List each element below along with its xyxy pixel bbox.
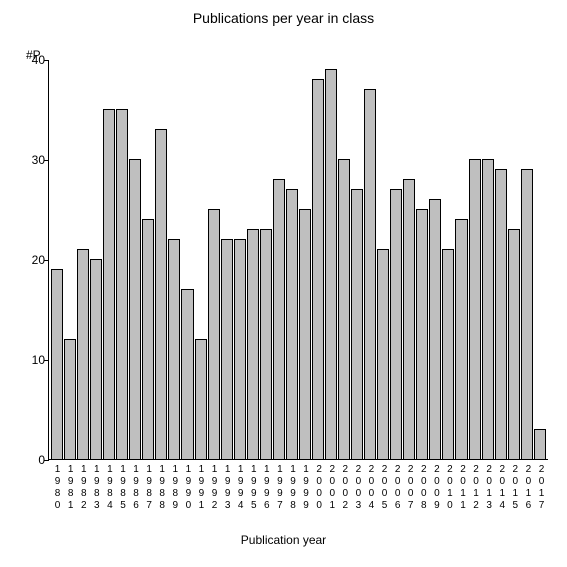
x-tick-label: 2007	[403, 464, 415, 512]
x-tick-label: 1984	[102, 464, 114, 512]
bar	[234, 239, 246, 459]
y-tick-label: 30	[15, 153, 45, 167]
bar	[64, 339, 76, 459]
bar	[416, 209, 428, 459]
bar	[273, 179, 285, 459]
chart-title: Publications per year in class	[0, 10, 567, 26]
bar	[286, 189, 298, 459]
x-tick-label: 2009	[429, 464, 441, 512]
bar	[181, 289, 193, 459]
bar	[208, 209, 220, 459]
bar	[482, 159, 494, 459]
bar	[168, 239, 180, 459]
bar	[403, 179, 415, 459]
y-tick-mark	[44, 60, 49, 61]
x-tick-label: 2013	[482, 464, 494, 512]
x-tick-label: 2004	[364, 464, 376, 512]
bar	[508, 229, 520, 459]
bar	[260, 229, 272, 459]
bar	[90, 259, 102, 459]
bar	[221, 239, 233, 459]
x-tick-label: 2012	[469, 464, 481, 512]
bar	[455, 219, 467, 459]
bar	[429, 199, 441, 459]
x-tick-label: 2016	[521, 464, 533, 512]
bar	[469, 159, 481, 459]
bar	[325, 69, 337, 459]
bar	[495, 169, 507, 459]
bar	[534, 429, 546, 459]
x-tick-label: 2006	[390, 464, 402, 512]
bar	[390, 189, 402, 459]
x-tick-label: 1987	[142, 464, 154, 512]
x-tick-label: 2002	[338, 464, 350, 512]
x-tick-label: 1993	[220, 464, 232, 512]
y-tick-mark	[44, 460, 49, 461]
x-axis-label: Publication year	[0, 533, 567, 547]
bar	[195, 339, 207, 459]
x-ticks: 1980198119821983198419851986198719881989…	[50, 464, 546, 512]
x-tick-label: 1983	[89, 464, 101, 512]
x-tick-label: 1986	[128, 464, 140, 512]
x-tick-label: 1981	[63, 464, 75, 512]
x-tick-label: 1991	[194, 464, 206, 512]
x-tick-label: 2008	[416, 464, 428, 512]
x-tick-label: 2014	[495, 464, 507, 512]
x-tick-label: 1980	[50, 464, 62, 512]
bars-group	[51, 60, 546, 459]
bar	[77, 249, 89, 459]
bar	[247, 229, 259, 459]
x-tick-label: 1994	[233, 464, 245, 512]
x-tick-label: 2011	[455, 464, 467, 512]
bar	[442, 249, 454, 459]
x-tick-label: 2005	[377, 464, 389, 512]
bar	[312, 79, 324, 459]
x-tick-label: 2003	[351, 464, 363, 512]
y-tick-label: 40	[15, 53, 45, 67]
y-tick-label: 20	[15, 253, 45, 267]
x-tick-label: 2001	[325, 464, 337, 512]
x-tick-label: 1998	[285, 464, 297, 512]
chart-container: Publications per year in class #P 010203…	[0, 0, 567, 567]
plot-area: 010203040	[48, 60, 548, 460]
x-tick-label: 1997	[272, 464, 284, 512]
bar	[129, 159, 141, 459]
x-tick-label: 2000	[312, 464, 324, 512]
bar	[351, 189, 363, 459]
x-tick-label: 1985	[115, 464, 127, 512]
x-tick-label: 1990	[181, 464, 193, 512]
x-tick-label: 1996	[259, 464, 271, 512]
y-tick-label: 10	[15, 353, 45, 367]
bar	[338, 159, 350, 459]
x-tick-label: 1992	[207, 464, 219, 512]
bar	[377, 249, 389, 459]
y-tick-mark	[44, 260, 49, 261]
x-tick-label: 1999	[298, 464, 310, 512]
x-tick-label: 2015	[508, 464, 520, 512]
y-tick-label: 0	[15, 453, 45, 467]
bar	[521, 169, 533, 459]
x-tick-label: 1982	[76, 464, 88, 512]
x-tick-label: 1995	[246, 464, 258, 512]
x-tick-label: 2010	[442, 464, 454, 512]
bar	[364, 89, 376, 459]
bar	[142, 219, 154, 459]
bar	[51, 269, 63, 459]
x-tick-label: 1988	[155, 464, 167, 512]
bar	[116, 109, 128, 459]
bar	[103, 109, 115, 459]
y-tick-mark	[44, 360, 49, 361]
x-tick-label: 1989	[168, 464, 180, 512]
bar	[299, 209, 311, 459]
bar	[155, 129, 167, 459]
y-tick-mark	[44, 160, 49, 161]
x-tick-label: 2017	[534, 464, 546, 512]
